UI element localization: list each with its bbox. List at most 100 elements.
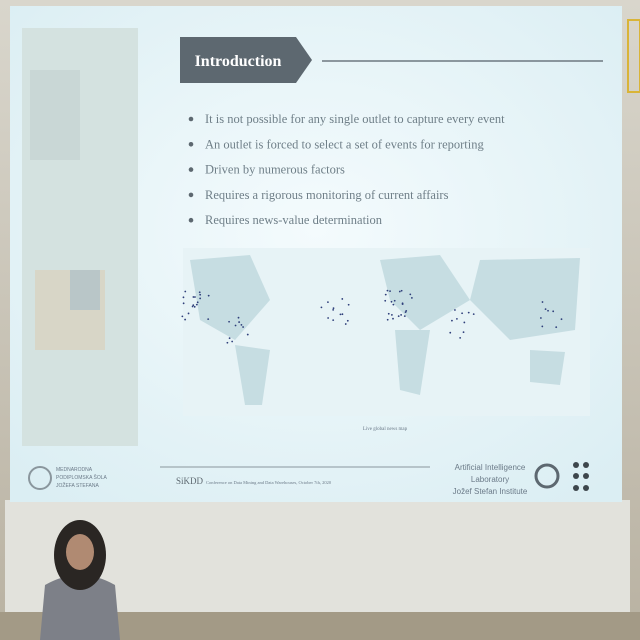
news-dot — [196, 301, 199, 304]
news-dot — [467, 311, 470, 314]
slide-title: Introduction — [195, 53, 282, 70]
lab-name: Jožef Stefan Institute — [453, 487, 528, 496]
news-dot — [390, 314, 393, 316]
news-dot — [462, 331, 465, 334]
news-dot — [332, 307, 335, 310]
news-dot — [184, 318, 187, 321]
news-dot — [199, 297, 202, 300]
exit-sign — [627, 19, 640, 93]
news-dot — [195, 303, 198, 306]
news-dot — [472, 313, 475, 315]
lab-name: Laboratory — [471, 475, 509, 484]
newspaper-block — [30, 70, 80, 160]
news-dot — [332, 308, 335, 311]
bullet-text: Requires news-value determination — [205, 213, 383, 227]
bullet-dot — [188, 116, 194, 122]
news-dot — [398, 290, 401, 293]
news-dot — [182, 302, 185, 305]
news-dot — [400, 289, 403, 292]
news-dot — [392, 303, 395, 306]
news-dot — [384, 293, 387, 296]
news-dot — [228, 320, 230, 323]
news-dot — [401, 303, 404, 305]
news-dot — [392, 317, 394, 320]
news-dot — [192, 304, 195, 307]
newspaper-block — [70, 270, 100, 310]
bullet-text: Driven by numerous factors — [205, 163, 345, 177]
school-logo — [28, 466, 52, 490]
bullet-dot — [188, 192, 194, 198]
school-name: JOŽEFA STEFANA — [56, 481, 99, 489]
news-dot — [234, 324, 237, 327]
news-dot — [461, 312, 464, 315]
lab-logo — [534, 463, 560, 489]
news-dot — [387, 312, 390, 315]
news-dot — [332, 319, 335, 322]
map-caption: Live global news map — [363, 427, 408, 432]
news-dot — [400, 314, 403, 316]
news-dot — [187, 312, 190, 315]
news-dot — [207, 294, 210, 297]
news-dot — [555, 326, 558, 329]
news-dot — [384, 299, 387, 302]
continents — [190, 255, 580, 405]
news-dot — [191, 305, 194, 308]
news-dot — [344, 323, 347, 325]
news-dot — [560, 318, 563, 321]
news-dot — [193, 305, 196, 308]
news-dot — [181, 315, 184, 318]
news-dot — [327, 301, 329, 304]
news-dot — [240, 324, 243, 326]
ijs-logo — [573, 462, 589, 491]
bullet-text: Requires a rigorous monitoring of curren… — [205, 188, 449, 202]
news-dot — [552, 310, 555, 313]
news-dot — [405, 310, 408, 312]
news-dot — [327, 317, 330, 319]
bullet-dot — [188, 167, 194, 172]
news-dot — [547, 309, 549, 312]
school-name: PODIPLOMSKA ŠOLA — [56, 474, 108, 481]
news-dot — [199, 293, 202, 296]
news-dot — [541, 301, 544, 303]
news-dot — [386, 289, 389, 292]
news-dot — [192, 296, 195, 298]
news-dots — [181, 289, 563, 344]
news-dot — [456, 317, 458, 320]
news-dot — [409, 293, 412, 296]
news-dot — [198, 291, 201, 294]
news-dot — [231, 340, 234, 343]
news-dot — [544, 308, 547, 311]
lab-name: Artificial Intelligence — [455, 463, 526, 472]
news-dot — [463, 321, 466, 324]
news-dot — [539, 317, 542, 319]
news-dot — [347, 303, 350, 306]
conference-text: Conference on Data Mining and Data Wareh… — [206, 480, 332, 486]
school-name: MEDNARODNA — [56, 467, 93, 473]
news-dot — [389, 290, 391, 293]
news-dot — [226, 341, 229, 344]
news-dot — [182, 296, 185, 299]
news-dot — [386, 318, 389, 321]
news-dot — [194, 296, 196, 298]
bullet-dot — [188, 142, 194, 147]
news-dot — [451, 319, 453, 322]
bullet-dot — [188, 217, 194, 223]
news-dot — [459, 337, 462, 339]
news-dot — [346, 319, 349, 322]
news-dot — [242, 326, 244, 328]
news-dot — [339, 313, 342, 316]
news-dot — [341, 298, 344, 300]
presenter — [40, 520, 120, 640]
news-dot — [320, 306, 323, 309]
news-dot — [449, 331, 452, 334]
news-dot — [184, 290, 187, 293]
news-dot — [393, 299, 396, 302]
news-dot — [397, 315, 400, 318]
news-dot — [246, 333, 249, 336]
news-dot — [541, 325, 544, 328]
bullet-list: It is not possible for any single outlet… — [188, 112, 505, 227]
news-dot — [238, 321, 241, 323]
bullet-text: It is not possible for any single outlet… — [205, 112, 505, 126]
news-dot — [228, 337, 231, 340]
